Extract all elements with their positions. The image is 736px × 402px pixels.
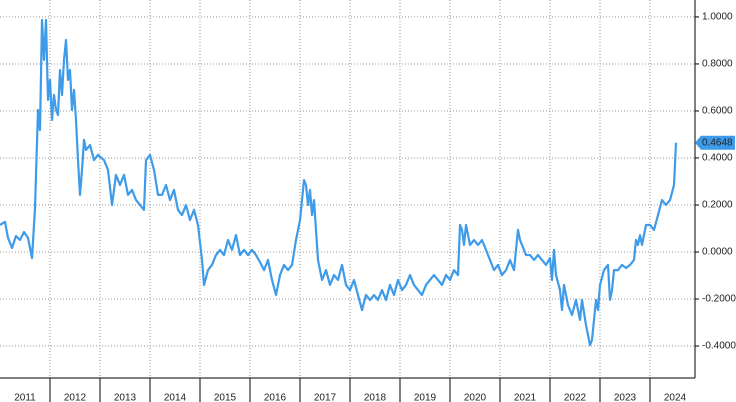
last-value-callout: [695, 135, 735, 150]
y-tick-label: 0.2000: [702, 200, 733, 211]
x-tick-label: 2015: [214, 393, 237, 402]
x-tick-label: 2017: [314, 393, 337, 402]
x-tick-label: 2014: [164, 393, 187, 402]
x-tick-label: 2021: [514, 393, 537, 402]
last-value-label: 0.4648: [702, 137, 733, 148]
x-tick-label: 2022: [564, 393, 587, 402]
x-tick-label: 2012: [64, 393, 87, 402]
x-tick-label: 2011: [14, 393, 36, 402]
x-tick-label: 2023: [614, 393, 637, 402]
x-tick-label: 2024: [664, 393, 687, 402]
y-tick-label: 0.6000: [702, 106, 733, 117]
x-tick-label: 2013: [114, 393, 137, 402]
y-tick-label: 0.8000: [702, 59, 733, 70]
y-tick-label: -0.2000: [702, 294, 736, 305]
x-tick-label: 2016: [264, 393, 287, 402]
y-tick-label: 0.4000: [702, 153, 733, 164]
y-tick-label: 0.0000: [702, 247, 733, 258]
y-tick-label: -0.4000: [702, 341, 736, 352]
x-tick-label: 2020: [464, 393, 487, 402]
data-line: [0, 18, 678, 347]
y-tick-label: 1.0000: [702, 12, 733, 23]
x-tick-label: 2018: [364, 393, 387, 402]
x-tick-label: 2019: [414, 393, 437, 402]
